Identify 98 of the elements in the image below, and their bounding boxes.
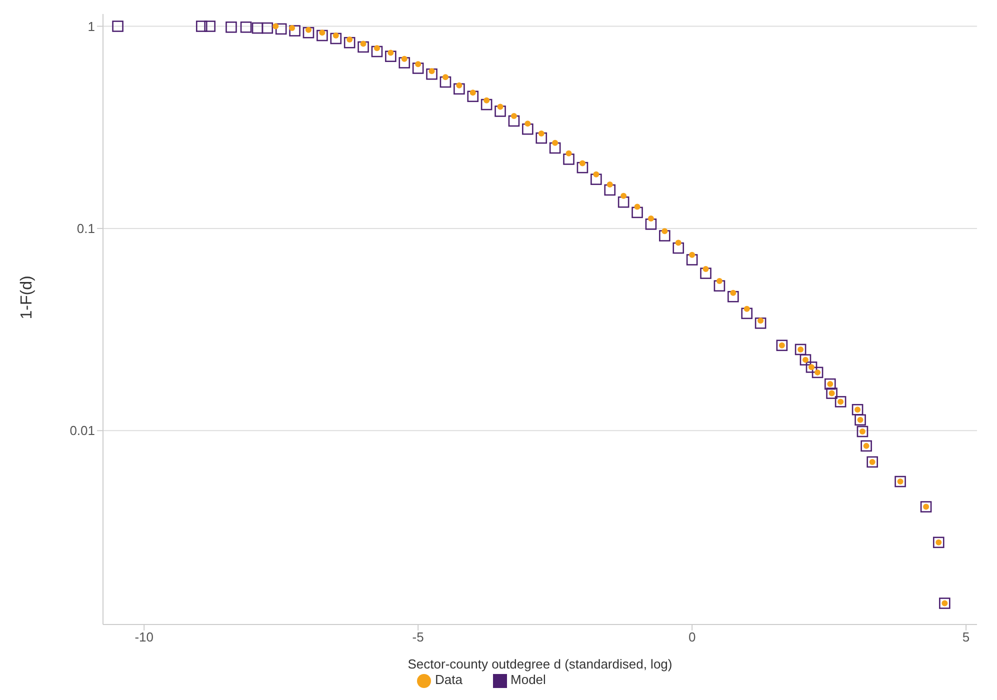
point [330,32,342,44]
point [632,206,643,218]
point [826,388,838,399]
point [730,290,736,296]
point [606,181,613,188]
point [412,62,424,74]
point [932,536,944,548]
point [289,25,300,36]
point [566,150,572,156]
point [744,306,750,312]
point [456,82,462,88]
point [272,23,279,30]
point [302,26,314,38]
point [494,106,506,117]
point [262,22,274,34]
point [672,242,684,254]
x-tick-label: -5 [412,630,424,645]
point [480,98,492,110]
point [824,378,836,390]
point [686,254,698,266]
point [398,57,410,68]
point [856,426,868,438]
point [484,97,490,104]
point [440,76,452,88]
point [728,290,739,302]
x-tick-label: -10 [134,630,154,645]
point [522,123,534,135]
point [388,50,394,56]
point [618,196,630,208]
x-tick-label: 0 [688,630,696,645]
point [563,154,574,165]
point [689,252,696,258]
point [442,74,448,80]
point [358,41,369,53]
point [800,354,812,366]
point [741,308,753,320]
point [275,23,287,35]
point [939,598,950,609]
y-tick-label: 1 [88,18,95,34]
point [700,268,712,279]
point [648,216,654,222]
point [714,280,726,292]
point [593,171,600,178]
y-tick-label: 0.1 [76,221,95,236]
point [634,204,640,210]
point [920,501,932,512]
point [112,20,124,32]
legend-label: Model [510,672,546,688]
point [866,456,878,468]
point [776,340,788,352]
point [549,142,561,154]
point [497,104,504,110]
point [467,90,479,102]
point [454,83,465,95]
point [226,22,237,33]
point [852,404,864,416]
point [252,22,264,34]
y-axis-title: 1-F(d) [18,276,36,320]
point [344,36,356,48]
point [645,218,657,230]
point [316,30,328,42]
legend-label: Data [435,672,463,688]
point [794,344,806,356]
point [675,240,682,246]
x-tick-label: 5 [962,630,970,645]
x-axis-title: Sector-county outdegree d (standardised, log) [408,656,672,672]
point [659,230,670,242]
point [716,278,722,284]
point [620,192,627,199]
point [204,20,216,32]
point [196,20,208,32]
point [536,132,548,144]
point [662,228,668,234]
point [812,366,824,378]
point [702,266,709,272]
point [371,46,383,58]
y-tick-label: 0.01 [70,423,95,438]
point [860,440,872,452]
point [854,414,866,426]
point [401,56,408,62]
point [894,476,906,488]
point [579,160,586,166]
point [538,130,544,136]
point [240,22,252,33]
point [754,318,766,329]
point [552,140,558,146]
point [834,396,846,408]
point [576,162,588,174]
point [524,120,531,127]
point [385,50,396,62]
point [604,184,616,196]
point [806,362,818,373]
point [470,90,476,96]
point [590,174,602,185]
point [426,68,438,80]
point [508,115,520,127]
point [510,112,517,119]
point [415,61,422,68]
